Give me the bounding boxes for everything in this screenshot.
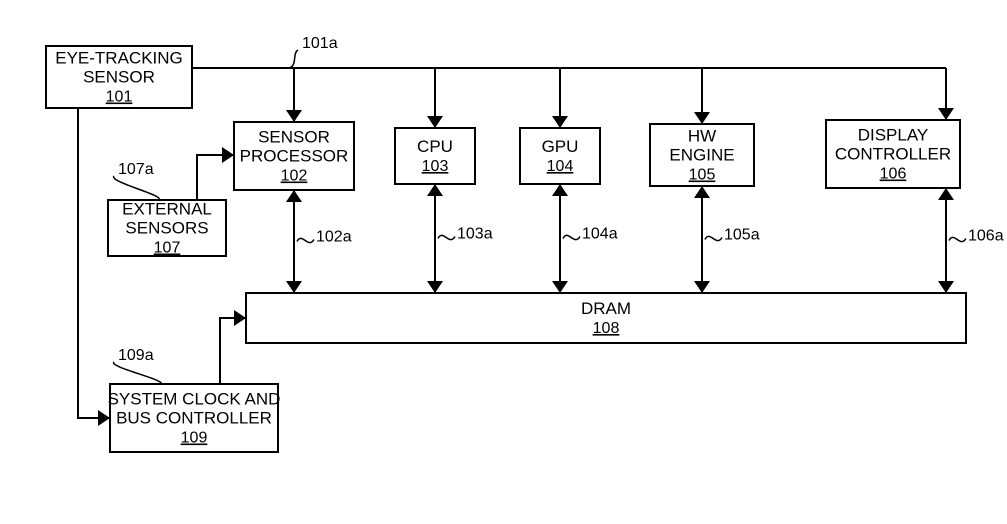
lead-curve-104a <box>563 235 580 239</box>
lead-curve-106a <box>949 237 966 241</box>
block-cpu: CPU 103 <box>395 128 475 184</box>
lead-label-102a: 102a <box>316 229 352 246</box>
lead-label-107a: 107a <box>118 161 154 178</box>
block-clock: SYSTEM CLOCK ANDBUS CONTROLLER 109 <box>108 384 281 452</box>
block-clock-label-1: BUS CONTROLLER <box>116 409 272 428</box>
block-gpu-label-0: GPU <box>542 137 579 156</box>
block-hw-ref: 105 <box>689 167 716 184</box>
block-sp-ref: 102 <box>281 168 308 185</box>
link-clock-to-dram <box>220 318 246 384</box>
lead-label-105a: 105a <box>724 227 760 244</box>
lead-curve-103a <box>438 235 455 239</box>
block-disp: DISPLAYCONTROLLER 106 <box>826 120 960 188</box>
lead-curve-101a <box>288 50 298 68</box>
block-dram: DRAM 108 <box>246 293 966 343</box>
lead-curve-105a <box>705 236 722 240</box>
block-gpu: GPU 104 <box>520 128 600 184</box>
lead-label-104a: 104a <box>582 226 618 243</box>
block-cpu-label-0: CPU <box>417 137 453 156</box>
block-sp-label-0: SENSOR <box>258 128 330 147</box>
lead-label-109a: 109a <box>118 347 154 364</box>
lead-curve-109a <box>114 362 162 384</box>
block-hw: HWENGINE 105 <box>650 124 754 186</box>
block-clock-ref: 109 <box>181 430 208 447</box>
block-hw-label-0: HW <box>688 127 716 146</box>
block-eye-label-1: SENSOR <box>83 68 155 87</box>
block-ext: EXTERNALSENSORS 107 <box>108 200 226 257</box>
block-gpu-ref: 104 <box>547 158 574 175</box>
block-eye-label-0: EYE-TRACKING <box>55 49 183 68</box>
block-disp-ref: 106 <box>880 166 907 183</box>
block-hw-label-1: ENGINE <box>669 146 734 165</box>
block-eye: EYE-TRACKINGSENSOR 101 <box>46 46 192 108</box>
link-eye-to-clock <box>78 108 110 418</box>
link-ext-to-sp <box>197 155 234 200</box>
block-sp-label-1: PROCESSOR <box>240 147 349 166</box>
block-ext-label-0: EXTERNAL <box>122 200 212 219</box>
lead-label-101a: 101a <box>302 35 338 52</box>
block-dram-ref: 108 <box>593 320 620 337</box>
block-disp-label-1: CONTROLLER <box>835 145 951 164</box>
lead-label-106a: 106a <box>968 228 1004 245</box>
block-cpu-ref: 103 <box>422 158 449 175</box>
lead-curve-107a <box>114 176 160 200</box>
lead-curve-102a <box>297 238 314 242</box>
block-ext-ref: 107 <box>154 240 181 257</box>
block-disp-label-0: DISPLAY <box>858 126 929 145</box>
block-clock-label-0: SYSTEM CLOCK AND <box>108 390 281 409</box>
lead-label-103a: 103a <box>457 226 493 243</box>
block-dram-label-0: DRAM <box>581 299 631 318</box>
block-sp: SENSORPROCESSOR 102 <box>234 122 354 190</box>
block-ext-label-1: SENSORS <box>125 219 208 238</box>
block-eye-ref: 101 <box>106 89 133 106</box>
